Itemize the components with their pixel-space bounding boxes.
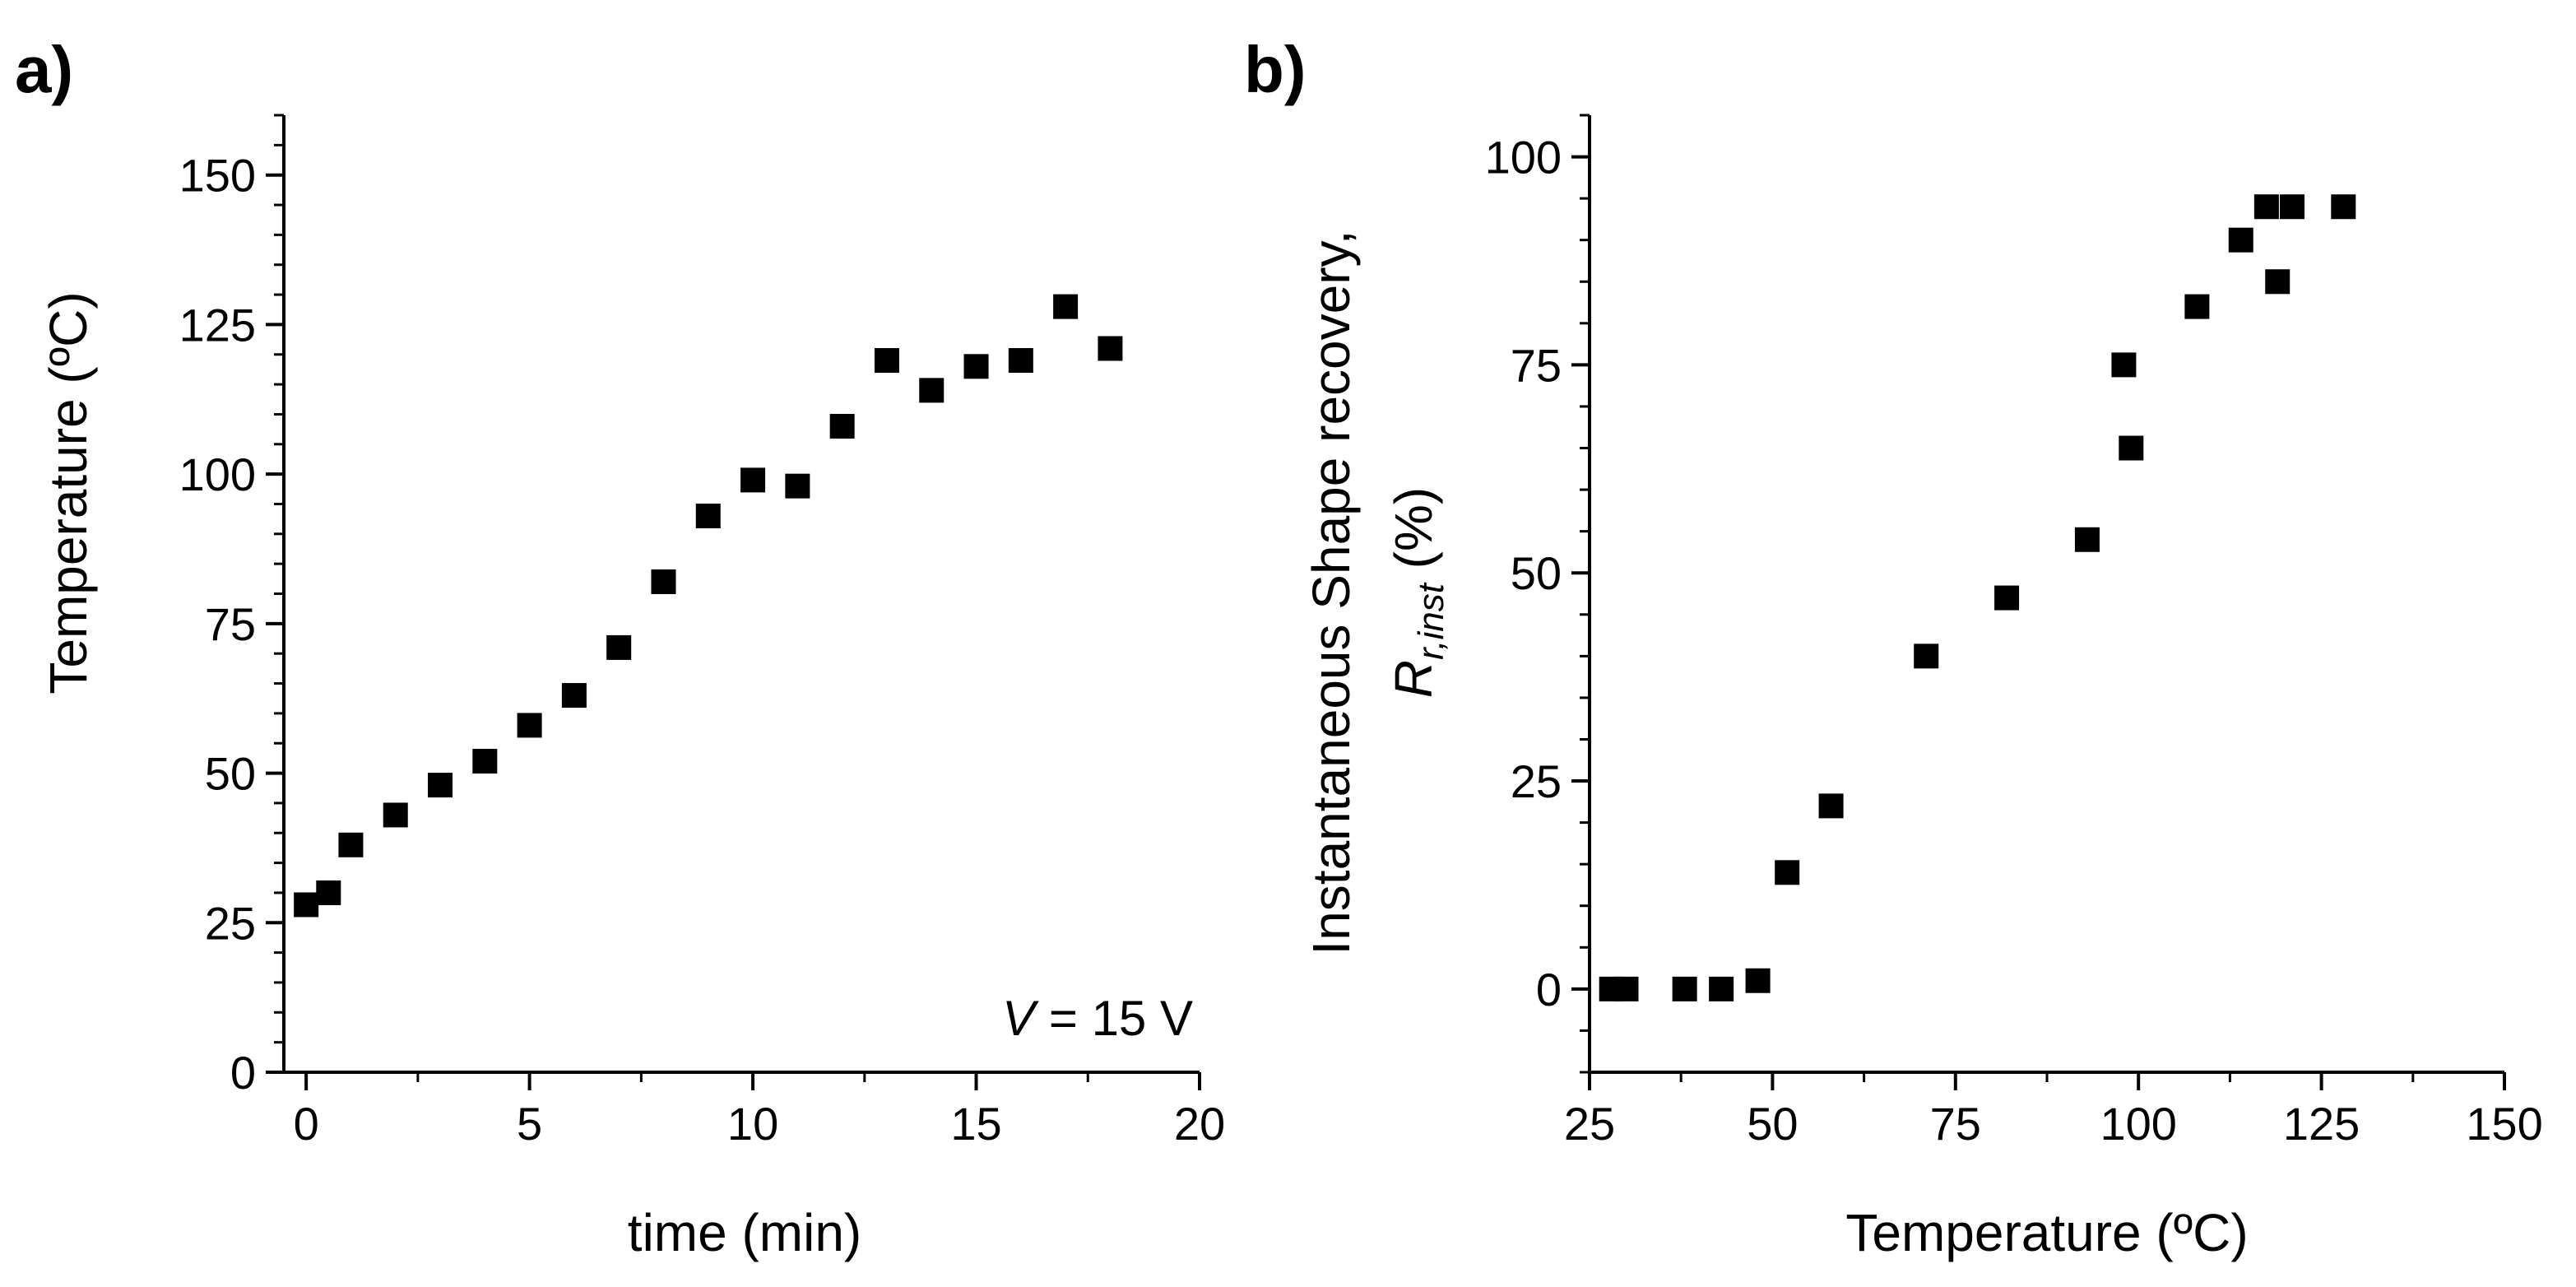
panel-b-x-tick-label: 50 [1747, 1098, 1798, 1150]
panel-a-y-tick-label: 0 [230, 1047, 256, 1099]
panel-b-y-tick-label: 50 [1511, 547, 1562, 599]
panel-b-y-axis-label-line2: Rr,inst (%) [1384, 487, 1451, 698]
panel-a-data-point [472, 749, 498, 774]
panel-a-data-point [1098, 336, 1123, 361]
panel-b-data-point [2331, 194, 2356, 220]
panel-a-data-point [874, 348, 899, 374]
panel-a-y-tick-label: 150 [179, 150, 256, 202]
panel-b-data-point [2111, 352, 2137, 378]
panel-a-data-point [740, 467, 766, 493]
panel-a-y-axis-label: Temperature (ºC) [39, 291, 98, 694]
panel-a-data-point [294, 892, 319, 918]
recovery-symbol: R [1384, 660, 1443, 698]
panel-b-data-point [1994, 585, 2020, 611]
panel-a-data-point [785, 473, 810, 499]
panel-a-x-tick-label: 20 [1174, 1098, 1225, 1150]
panel-b-y-tick-label: 25 [1511, 755, 1562, 807]
panel-a-data-point [1053, 294, 1079, 319]
panel-b-data-point [2074, 527, 2100, 552]
panel-b-data-point [1613, 976, 1639, 1001]
voltage-value: = 15 V [1035, 991, 1193, 1046]
recovery-subscript: r,inst [1411, 582, 1451, 660]
panel-b-data-point [1672, 976, 1697, 1001]
panel-b-data-point [2184, 294, 2210, 319]
panel-a-y-tick-label: 125 [179, 299, 256, 351]
panel-b-data-point [1818, 793, 1844, 819]
panel-b-y-tick-label: 100 [1485, 132, 1562, 184]
panel-b-x-tick-label: 25 [1564, 1098, 1615, 1150]
panel-a-data-point [606, 634, 632, 660]
panel-b-data-point [1914, 644, 1939, 669]
panel-a-y-tick-label: 75 [205, 598, 256, 650]
panel-a-x-tick-label: 5 [517, 1098, 542, 1150]
panel-b-x-tick-label: 75 [1930, 1098, 1981, 1150]
panel-a-y-tick-label: 100 [179, 448, 256, 500]
panel-a-y-tick-label: 25 [205, 897, 256, 949]
panel-b-data-point [2265, 269, 2291, 295]
panel-b-x-tick-label: 125 [2283, 1098, 2360, 1150]
recovery-unit: (%) [1384, 487, 1443, 583]
panel-b-x-axis-label: Temperature (ºC) [1845, 1203, 2248, 1262]
panel-a-y-tick-label: 50 [205, 748, 256, 800]
panel-a-x-tick-label: 15 [950, 1098, 1001, 1150]
panel-b-x-tick-label: 150 [2466, 1098, 2542, 1150]
panel-a-data-point [963, 354, 989, 379]
panel-b-y-tick-label: 0 [1536, 964, 1562, 1015]
panel-b-data-point [1709, 976, 1734, 1001]
panel-a-temperature-vs-time: a) 0 5 10 15 20 0 25 50 75 100 125 150 time (min) T… [15, 33, 1225, 1262]
panel-a-data-point [829, 413, 855, 439]
panel-a-voltage-annotation: V = 15 V [1002, 991, 1193, 1046]
panel-a-data-point [383, 802, 408, 828]
panel-b-data-point [1775, 860, 1800, 885]
panel-b-axes: 25 50 75 100 125 150 0 25 50 75 100 [1485, 114, 2543, 1150]
panel-a-axes: 0 5 10 15 20 0 25 50 75 100 125 150 [179, 114, 1225, 1150]
panel-b-data-points [1599, 194, 2356, 1001]
panel-b-y-axis-label-line1: Instantaneous Shape recovery, [1302, 230, 1361, 955]
panel-a-data-point [338, 832, 364, 857]
panel-a-data-point [695, 504, 721, 529]
panel-b-data-point [1745, 968, 1771, 993]
panel-a-label: a) [15, 33, 73, 106]
voltage-symbol: V [1002, 991, 1039, 1046]
panel-b-label: b) [1244, 33, 1307, 106]
panel-b-data-point [2119, 435, 2144, 461]
panel-a-data-point [517, 713, 542, 738]
panel-a-data-point [919, 378, 945, 403]
panel-a-data-point [1008, 348, 1033, 374]
panel-b-y-tick-label: 75 [1511, 339, 1562, 391]
panel-a-x-tick-label: 10 [727, 1098, 778, 1150]
panel-b-data-point [2253, 194, 2279, 220]
panel-a-data-point [561, 683, 587, 709]
panel-a-data-points [294, 294, 1123, 918]
panel-a-data-point [316, 880, 341, 905]
panel-b-data-point [2228, 227, 2253, 253]
panel-b-x-tick-label: 100 [2100, 1098, 2176, 1150]
panel-a-data-point [428, 773, 453, 798]
panel-a-data-point [651, 569, 676, 594]
panel-b-data-point [2280, 194, 2305, 220]
panel-a-x-tick-label: 0 [294, 1098, 319, 1150]
panel-b-shape-recovery-vs-temperature: b) 25 50 75 100 125 150 0 25 50 75 100 Temperature… [1244, 33, 2543, 1262]
panel-a-x-axis-label: time (min) [628, 1203, 861, 1262]
